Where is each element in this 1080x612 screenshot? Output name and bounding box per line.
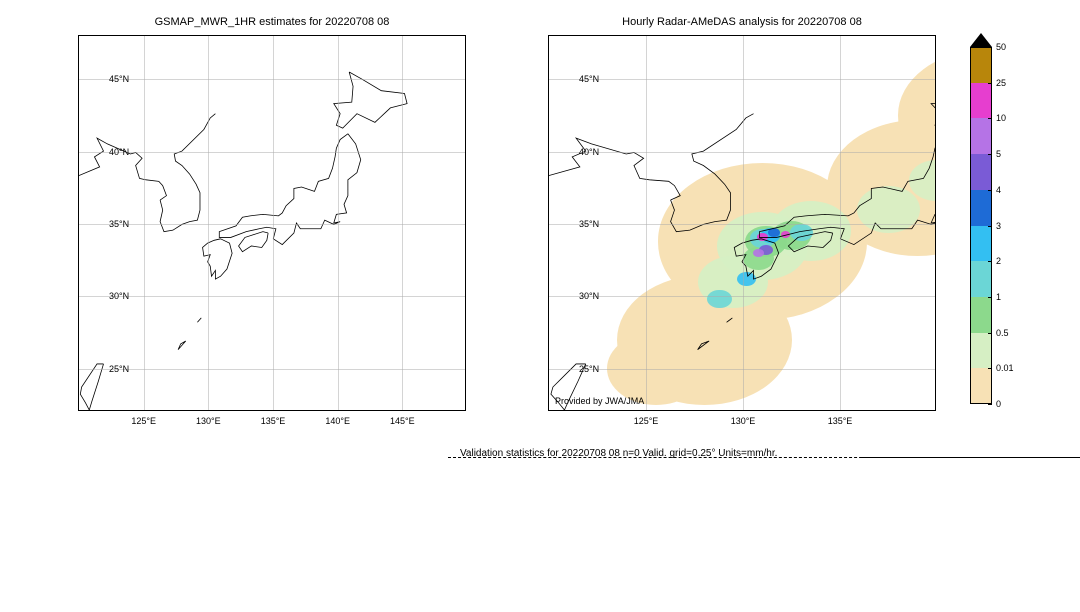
- colorbar-segment: [970, 226, 992, 262]
- colorbar-segment: [970, 154, 992, 190]
- gridline-lat: [79, 79, 465, 80]
- xtick-label: 130°E: [196, 416, 221, 426]
- gridline-lat: [549, 224, 935, 225]
- figure: GSMAP_MWR_1HR estimates for 20220708 08 …: [0, 0, 1080, 612]
- data-attribution: Provided by JWA/JMA: [555, 396, 644, 406]
- ytick-label: 40°N: [109, 147, 129, 157]
- colorbar-segment: [970, 261, 992, 297]
- left-map-panel: GSMAP_MWR_1HR estimates for 20220708 08 …: [78, 35, 466, 411]
- gridline-lat: [549, 296, 935, 297]
- gridline-lat: [549, 369, 935, 370]
- gridline-lat: [79, 296, 465, 297]
- ytick-label: 30°N: [579, 291, 599, 301]
- xtick-label: 130°E: [731, 416, 756, 426]
- colorbar-tick-label: 4: [992, 185, 1001, 195]
- ytick-label: 25°N: [109, 364, 129, 374]
- colorbar-tick-label: 5: [992, 149, 1001, 159]
- gridline-lon: [402, 36, 403, 410]
- gridline-lat: [79, 152, 465, 153]
- ytick-label: 45°N: [579, 74, 599, 84]
- gridline-lon: [144, 36, 145, 410]
- colorbar-tick-label: 2: [992, 256, 1001, 266]
- ytick-label: 35°N: [109, 219, 129, 229]
- colorbar-segment: [970, 118, 992, 154]
- gridline-lat: [549, 152, 935, 153]
- colorbar-segment: [970, 297, 992, 333]
- gridline-lat: [549, 79, 935, 80]
- ytick-label: 35°N: [579, 219, 599, 229]
- right-map-panel: Hourly Radar-AMeDAS analysis for 2022070…: [548, 35, 936, 411]
- xtick-label: 135°E: [261, 416, 286, 426]
- gridline-lon: [743, 36, 744, 410]
- right-coastline: [549, 36, 935, 410]
- left-coastline: [79, 36, 465, 410]
- validation-dash-line: [448, 457, 1080, 458]
- gridline-lon: [338, 36, 339, 410]
- colorbar-tick-label: 1: [992, 292, 1001, 302]
- gridline-lon: [840, 36, 841, 410]
- xtick-label: 125°E: [131, 416, 156, 426]
- ytick-label: 45°N: [109, 74, 129, 84]
- ytick-label: 40°N: [579, 147, 599, 157]
- colorbar-tick-label: 0.01: [992, 363, 1014, 373]
- colorbar-segment: [970, 368, 992, 404]
- colorbar-tick-label: 0: [992, 399, 1001, 409]
- ytick-label: 30°N: [109, 291, 129, 301]
- xtick-label: 125°E: [634, 416, 659, 426]
- colorbar-segment: [970, 83, 992, 119]
- colorbar-tick-label: 25: [992, 78, 1006, 88]
- right-panel-title: Hourly Radar-AMeDAS analysis for 2022070…: [549, 16, 935, 28]
- ytick-label: 25°N: [579, 364, 599, 374]
- colorbar-tick-label: 50: [992, 42, 1006, 52]
- gridline-lon: [273, 36, 274, 410]
- xtick-label: 145°E: [390, 416, 415, 426]
- gridline-lon: [208, 36, 209, 410]
- colorbar-segment: [970, 190, 992, 226]
- colorbar-overflow-arrow: [970, 33, 992, 47]
- gridline-lat: [79, 369, 465, 370]
- gridline-lat: [79, 224, 465, 225]
- colorbar-segment: [970, 47, 992, 83]
- xtick-label: 140°E: [325, 416, 350, 426]
- colorbar-tick-label: 3: [992, 221, 1001, 231]
- colorbar-tick-label: 10: [992, 113, 1006, 123]
- left-panel-title: GSMAP_MWR_1HR estimates for 20220708 08: [79, 16, 465, 28]
- colorbar-segment: [970, 333, 992, 369]
- colorbar-tick-label: 0.5: [992, 328, 1009, 338]
- xtick-label: 135°E: [828, 416, 853, 426]
- colorbar: 00.010.512345102550: [970, 47, 992, 404]
- gridline-lon: [646, 36, 647, 410]
